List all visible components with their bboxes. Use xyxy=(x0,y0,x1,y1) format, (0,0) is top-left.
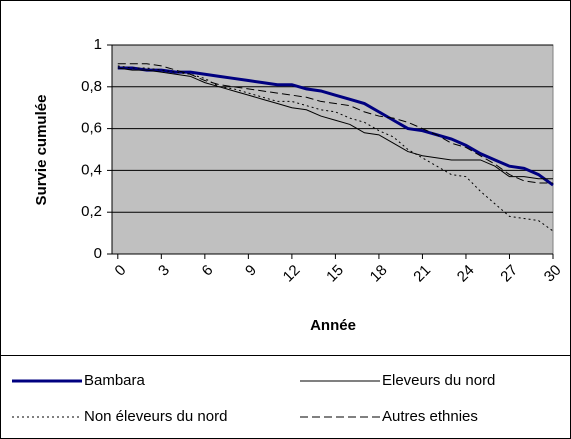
y-tick-label: 0,6 xyxy=(81,120,102,137)
y-tick-label: 0,4 xyxy=(81,161,102,178)
legend-label: Eleveurs du nord xyxy=(382,372,495,389)
series-line xyxy=(117,67,553,180)
legend-label: Non éleveurs du nord xyxy=(84,408,227,425)
legend-label: Bambara xyxy=(84,372,146,389)
series-line xyxy=(117,63,553,184)
y-tick-label: 0 xyxy=(94,245,102,262)
x-axis-title: Année xyxy=(310,317,356,334)
legend-label: Autres ethnies xyxy=(382,408,478,425)
y-tick-label: 1 xyxy=(94,36,102,53)
y-tick-label: 0,8 xyxy=(81,78,102,95)
y-tick-label: 0,2 xyxy=(81,203,102,220)
series-line xyxy=(117,66,554,187)
y-axis-title: Survie cumulée xyxy=(33,95,50,206)
plot-area xyxy=(111,44,554,255)
